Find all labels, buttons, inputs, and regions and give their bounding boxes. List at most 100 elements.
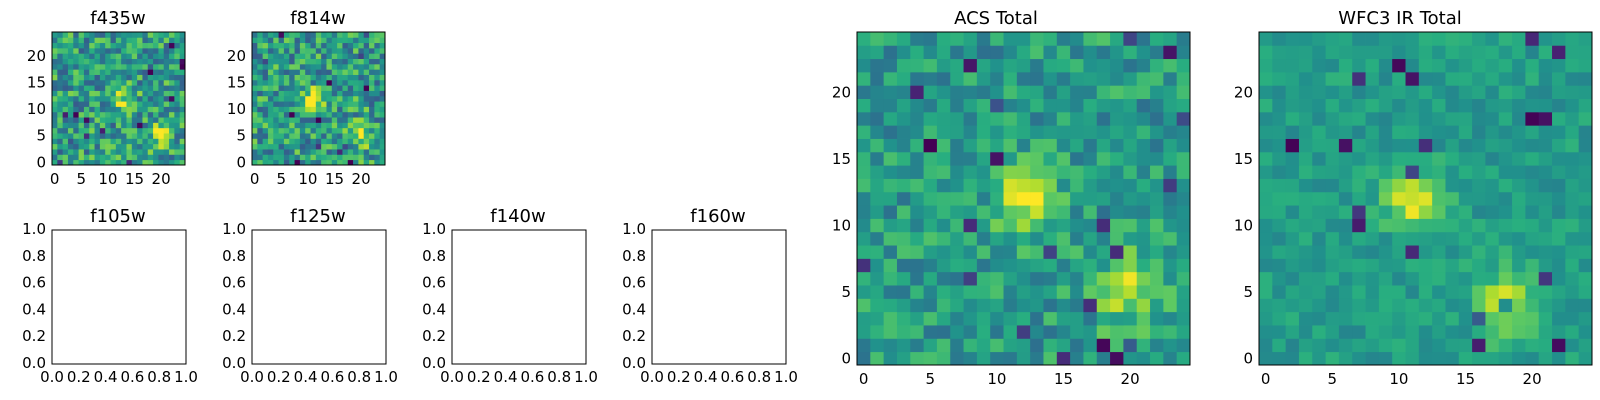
heatmap-cell bbox=[1043, 245, 1058, 259]
heatmap-cell bbox=[126, 127, 133, 134]
heatmap-cell bbox=[278, 79, 285, 86]
heatmap-cell bbox=[1272, 338, 1287, 353]
heatmap-cell bbox=[283, 85, 290, 91]
heatmap-cell bbox=[353, 127, 359, 134]
heatmap-cell bbox=[273, 69, 279, 75]
heatmap-cell bbox=[169, 37, 175, 44]
heatmap-cell bbox=[131, 138, 138, 145]
heatmap-cell bbox=[1325, 125, 1340, 139]
heatmap-cell bbox=[1552, 151, 1566, 166]
heatmap-cell bbox=[857, 32, 871, 46]
heatmap-cell bbox=[358, 74, 365, 81]
heatmap-cell bbox=[147, 47, 154, 54]
heatmap-cell bbox=[1136, 231, 1151, 246]
heatmap-cell bbox=[1150, 258, 1164, 273]
heatmap-cell bbox=[990, 351, 1004, 366]
heatmap-cell bbox=[1538, 325, 1553, 339]
heatmap-cell bbox=[1405, 271, 1420, 286]
heatmap-cell bbox=[936, 58, 951, 73]
heatmap-cell bbox=[163, 111, 170, 118]
heatmap-cell bbox=[976, 98, 991, 113]
x-tick-label: 0 bbox=[1261, 370, 1271, 388]
heatmap-cell bbox=[169, 53, 175, 59]
heatmap-cell bbox=[896, 271, 911, 286]
heatmap-cell bbox=[923, 138, 938, 153]
heatmap-cell bbox=[1538, 231, 1553, 246]
heatmap-cell bbox=[358, 154, 365, 161]
heatmap-cell bbox=[1003, 311, 1018, 326]
heatmap-cell bbox=[936, 151, 951, 166]
heatmap-cell bbox=[73, 69, 79, 75]
heatmap-cell bbox=[1096, 338, 1111, 353]
heatmap-cell bbox=[990, 191, 1004, 206]
heatmap-cell bbox=[1378, 191, 1393, 206]
heatmap-cell bbox=[1259, 71, 1273, 86]
heatmap-cell bbox=[305, 143, 311, 150]
heatmap-cell bbox=[1176, 205, 1191, 219]
heatmap-cell bbox=[179, 127, 186, 134]
heatmap-cell bbox=[52, 63, 58, 70]
heatmap-cell bbox=[289, 111, 295, 118]
heatmap-cell bbox=[353, 106, 359, 113]
heatmap-cell bbox=[1552, 325, 1566, 339]
heatmap-cell bbox=[1016, 205, 1031, 219]
heatmap-cell bbox=[174, 111, 181, 118]
heatmap-cell bbox=[289, 85, 295, 91]
heatmap-cell bbox=[289, 122, 295, 129]
heatmap-cell bbox=[283, 95, 290, 102]
heatmap-cell bbox=[1458, 258, 1473, 273]
heatmap-cell bbox=[1525, 151, 1540, 166]
heatmap-cell bbox=[1352, 285, 1366, 299]
heatmap-cell bbox=[1325, 111, 1340, 126]
heatmap-cell bbox=[326, 32, 333, 38]
heatmap-cell bbox=[379, 111, 386, 118]
heatmap-cell bbox=[310, 95, 317, 102]
heatmap-cell bbox=[923, 285, 938, 299]
heatmap-cell bbox=[158, 90, 165, 97]
heatmap-cell bbox=[936, 125, 951, 139]
y-tick-labels: 0 5 10 15 20 bbox=[832, 83, 851, 367]
heatmap-cell bbox=[1016, 338, 1031, 353]
heatmap-cell bbox=[1096, 71, 1111, 86]
heatmap-cell bbox=[976, 151, 991, 166]
heatmap-cell bbox=[105, 90, 111, 97]
heatmap-cell bbox=[94, 95, 101, 102]
heatmap-cell bbox=[1445, 191, 1460, 206]
heatmap-cell bbox=[337, 47, 343, 54]
heatmap-cell bbox=[950, 111, 964, 126]
axes-frame bbox=[51, 31, 186, 166]
heatmap-cell bbox=[1056, 178, 1071, 193]
heatmap-cell bbox=[305, 32, 311, 38]
heatmap-cell bbox=[158, 101, 165, 107]
heatmap-cell bbox=[1338, 325, 1353, 339]
heatmap-cell bbox=[99, 106, 106, 113]
heatmap-cell bbox=[1136, 271, 1151, 286]
heatmap-cell bbox=[910, 98, 924, 113]
heatmap-cell bbox=[1565, 298, 1580, 313]
heatmap-cell bbox=[1272, 231, 1287, 246]
heatmap-cell bbox=[83, 122, 90, 129]
heatmap-cell bbox=[1498, 351, 1513, 366]
heatmap-cell bbox=[1418, 325, 1433, 339]
heatmap-cell bbox=[337, 63, 343, 70]
heatmap-cell bbox=[1485, 338, 1500, 353]
heatmap-cell bbox=[936, 338, 951, 353]
heatmap-cell bbox=[963, 178, 978, 193]
heatmap-cell bbox=[870, 165, 885, 179]
heatmap-cell bbox=[910, 45, 924, 60]
heatmap-cell bbox=[1083, 45, 1098, 60]
heatmap-cell bbox=[347, 42, 354, 49]
heatmap-cell bbox=[1272, 191, 1287, 206]
heatmap-cell bbox=[83, 154, 90, 161]
heatmap-cell bbox=[1485, 351, 1500, 366]
heatmap-cell bbox=[137, 95, 143, 102]
heatmap-cell bbox=[1272, 71, 1287, 86]
heatmap-cell bbox=[1365, 58, 1380, 73]
heatmap-cell bbox=[1176, 151, 1191, 166]
heatmap-cell bbox=[278, 133, 285, 139]
heatmap-cell bbox=[1512, 125, 1526, 139]
heatmap-cell bbox=[1163, 58, 1178, 73]
heatmap-cell bbox=[105, 69, 111, 75]
heatmap-cell bbox=[121, 106, 127, 113]
heatmap-cell bbox=[1110, 98, 1124, 113]
